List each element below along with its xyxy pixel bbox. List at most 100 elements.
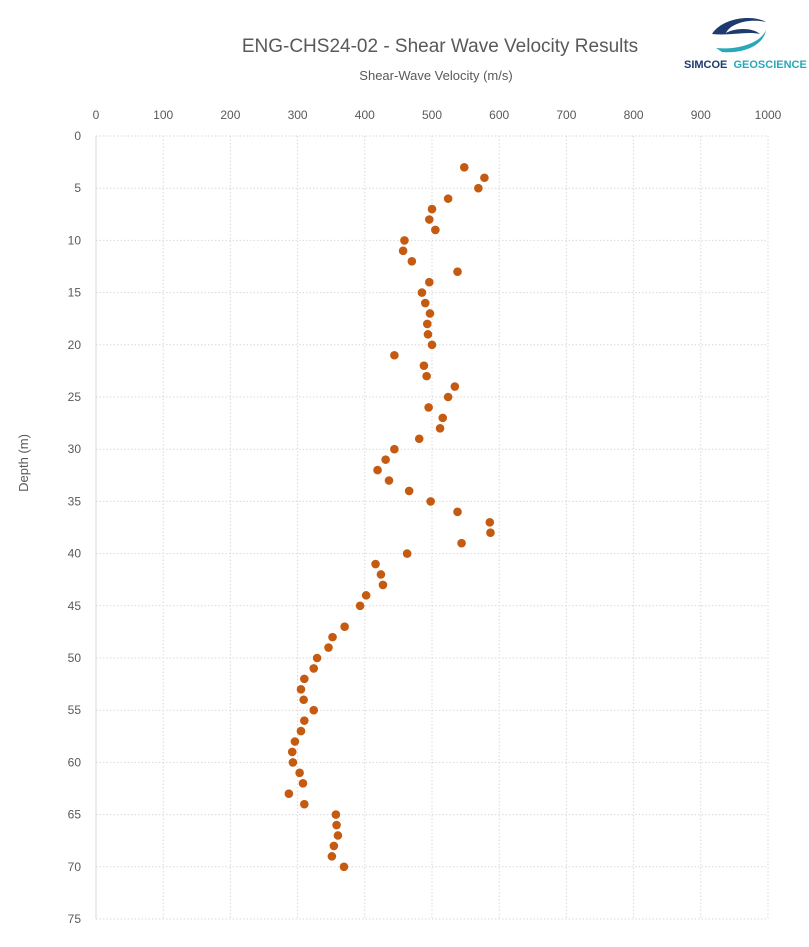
data-point: [378, 580, 388, 590]
data-point: [414, 434, 424, 444]
data-point: [486, 528, 495, 538]
data-point: [438, 413, 448, 423]
data-point: [300, 799, 309, 809]
data-point: [288, 758, 298, 767]
data-point: [296, 685, 306, 694]
data-point: [287, 747, 297, 757]
x-axis-title: Shear-Wave Velocity (m/s): [359, 68, 512, 83]
data-point: [390, 444, 399, 454]
data-point: [361, 591, 371, 600]
x-tick-label: 400: [355, 108, 375, 122]
data-point: [284, 789, 294, 799]
y-tick-labels: 0 5 10 15 20 25 30 35 40 45 50 55 60 65 70 75: [68, 129, 82, 926]
data-point: [425, 215, 434, 224]
y-tick-label: 20: [68, 338, 82, 352]
x-tick-label: 500: [422, 108, 442, 122]
data-point: [390, 350, 399, 360]
data-point: [309, 664, 319, 673]
data-point: [333, 831, 343, 840]
logo-swirl-dark: [712, 18, 766, 35]
y-tick-label: 55: [68, 703, 82, 717]
data-point: [457, 538, 466, 548]
data-point: [296, 726, 306, 736]
y-tick-label: 25: [68, 390, 82, 404]
data-point: [435, 424, 445, 433]
data-point: [298, 778, 308, 788]
x-tick-label: 0: [93, 108, 100, 122]
y-tick-label: 0: [74, 129, 81, 143]
data-point: [371, 559, 380, 569]
data-points: [284, 163, 495, 872]
data-point: [485, 517, 495, 527]
data-point: [450, 382, 460, 391]
chart-title: ENG-CHS24-02 - Shear Wave Velocity Resul…: [242, 36, 638, 57]
data-point: [398, 246, 408, 256]
x-tick-label: 700: [556, 108, 576, 122]
logo-text-geoscience: GEOSCIENCE: [733, 59, 806, 71]
y-tick-label: 75: [68, 912, 82, 926]
y-tick-label: 10: [68, 233, 82, 247]
x-tick-label: 800: [624, 108, 644, 122]
data-point: [290, 737, 300, 746]
data-point: [422, 319, 432, 329]
data-point: [480, 173, 489, 183]
data-point: [373, 465, 382, 475]
data-point: [419, 361, 429, 370]
data-point: [443, 392, 453, 402]
data-point: [300, 716, 309, 725]
data-point: [424, 403, 433, 412]
logo-wordmark: SIMCOE GEOSCIENCE: [684, 59, 807, 71]
data-point: [417, 288, 427, 297]
data-point: [376, 570, 386, 579]
data-point: [329, 841, 339, 851]
data-point: [422, 371, 431, 381]
data-point: [300, 674, 309, 684]
y-tick-label: 15: [68, 286, 82, 300]
simcoe-geoscience-logo: SIMCOE GEOSCIENCE: [684, 18, 807, 71]
data-point: [339, 862, 349, 872]
y-tick-label: 5: [74, 181, 81, 195]
logo-swirl-teal: [716, 30, 766, 53]
data-point: [404, 486, 414, 496]
grid: [95, 135, 769, 920]
logo-text-simcoe: SIMCOE: [684, 59, 727, 71]
data-point: [355, 601, 365, 611]
x-tick-label: 300: [288, 108, 308, 122]
data-point: [331, 810, 341, 819]
y-tick-label: 35: [68, 494, 82, 508]
y-tick-label: 30: [68, 442, 82, 456]
data-point: [459, 163, 469, 172]
data-point: [340, 622, 349, 631]
data-point: [425, 277, 434, 287]
data-point: [332, 820, 341, 830]
y-tick-label: 40: [68, 547, 82, 561]
data-point: [402, 549, 412, 558]
x-tick-label: 200: [220, 108, 240, 122]
y-axis-title: Depth (m): [16, 434, 31, 492]
data-point: [309, 705, 319, 715]
data-point: [295, 768, 304, 778]
x-tick-label: 1000: [755, 108, 782, 122]
data-point: [327, 852, 337, 861]
data-point: [443, 194, 453, 203]
data-point: [453, 267, 462, 277]
data-point: [427, 340, 437, 350]
x-tick-label: 100: [153, 108, 173, 122]
x-tick-labels: 0 100 200 300 400 500 600 700 800 900 1000: [93, 108, 782, 122]
data-point: [427, 204, 437, 214]
data-point: [426, 497, 435, 506]
data-point: [425, 309, 435, 318]
data-point: [474, 183, 483, 193]
data-point: [420, 298, 430, 308]
x-tick-label: 900: [691, 108, 711, 122]
y-tick-label: 50: [68, 651, 82, 665]
y-tick-label: 45: [68, 599, 82, 613]
x-tick-label: 600: [489, 108, 509, 122]
data-point: [312, 653, 322, 663]
data-point: [381, 455, 390, 464]
data-point: [328, 632, 337, 642]
y-tick-label: 60: [68, 755, 82, 769]
data-point: [324, 643, 333, 652]
data-point: [400, 236, 409, 245]
